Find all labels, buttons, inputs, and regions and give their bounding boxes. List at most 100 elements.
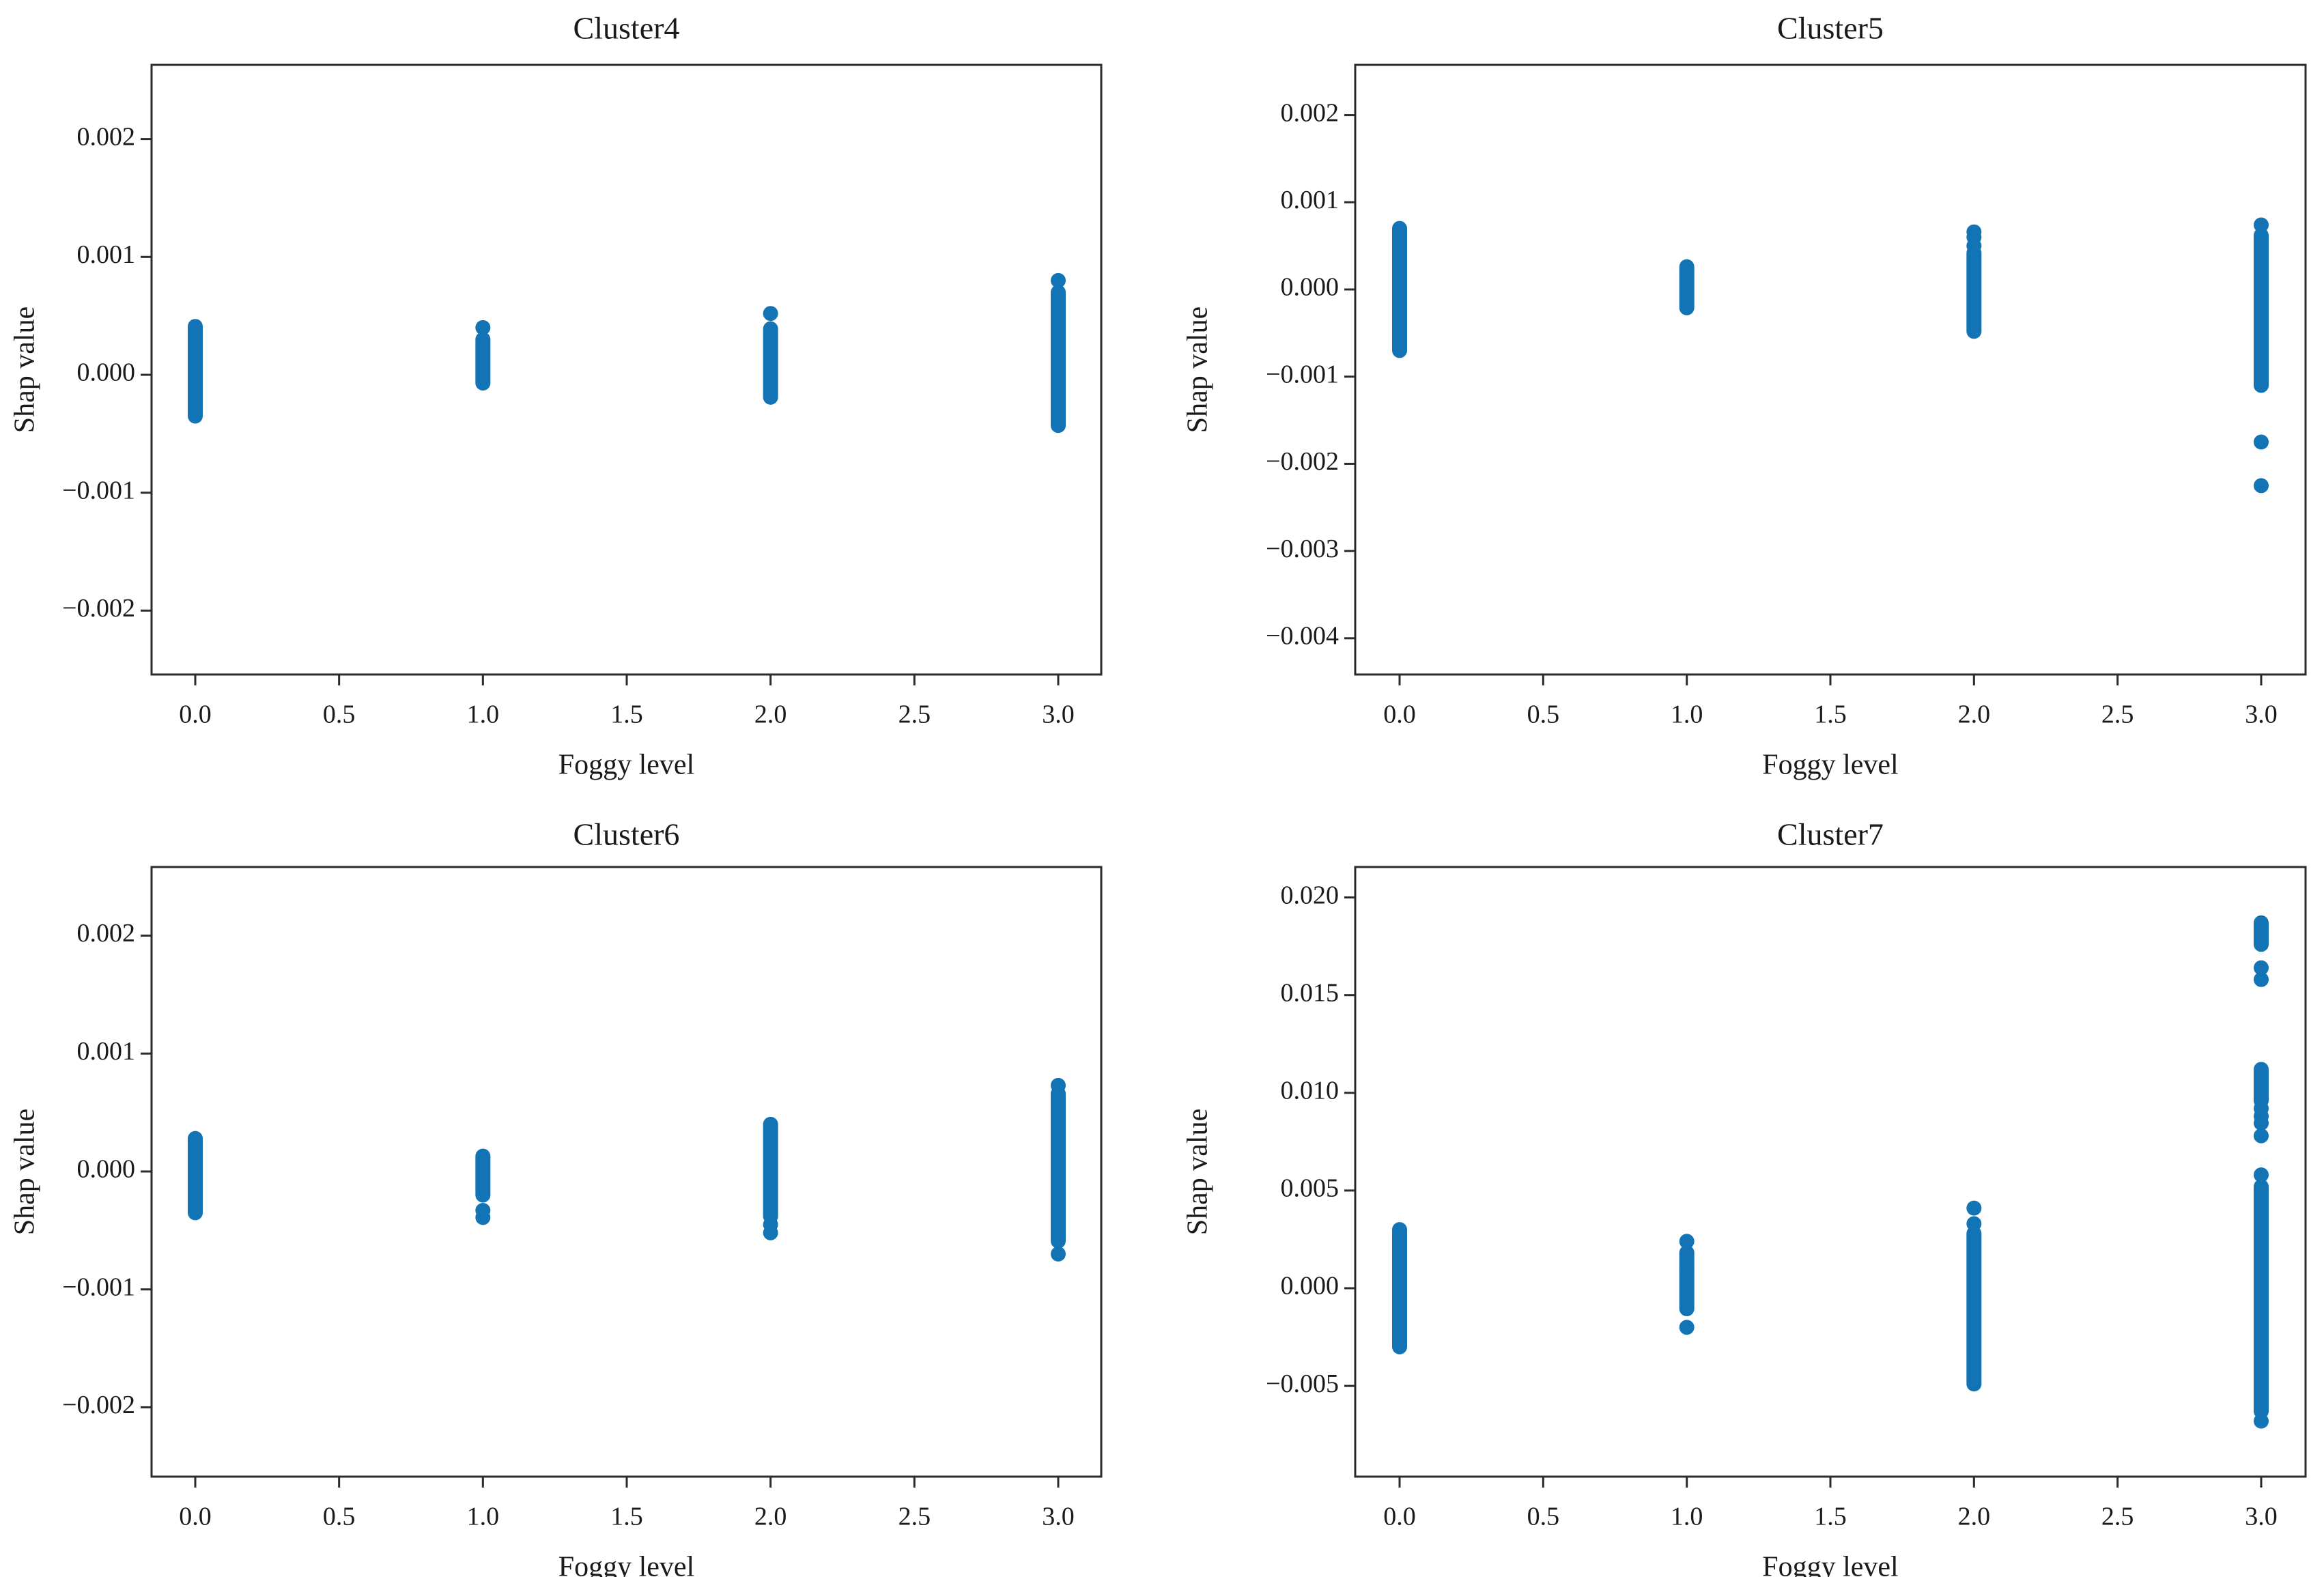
chart-title: Cluster7 — [1777, 817, 1884, 852]
cluster6-chart: 0.0 0.5 1.0 1.5 2.0 2.5 3.0 0.002 0.001 0.000 −0.0… — [10, 817, 1103, 1577]
y-axis-label: Shap value — [10, 307, 41, 433]
scatter-strip — [188, 1131, 203, 1221]
scatter-point — [763, 1225, 778, 1240]
y-tick-label: −0.004 — [1266, 622, 1339, 651]
scatter-point — [1966, 1200, 1982, 1216]
plot-frame — [1354, 866, 2307, 1478]
scatter-strip — [2254, 227, 2269, 393]
y-tick-label: 0.005 — [1281, 1174, 1340, 1203]
scatter-point — [2254, 1128, 2269, 1143]
x-tick-label: 0.0 — [1383, 1503, 1416, 1531]
x-tick-label: 0.0 — [179, 700, 212, 729]
scatter-strip — [1392, 221, 1407, 358]
x-tick-label: 2.0 — [1958, 700, 1991, 729]
scatter-strip — [1051, 1085, 1066, 1249]
x-tick-label: 2.5 — [2101, 700, 2134, 729]
y-axis-label: Shap value — [1182, 307, 1214, 433]
x-axis-label: Foggy level — [1762, 750, 1898, 781]
x-tick-label: 2.0 — [754, 700, 787, 729]
scatter-point — [1051, 272, 1066, 288]
x-tick-label: 2.5 — [898, 1503, 931, 1531]
scatter-point — [2254, 478, 2269, 494]
y-tick-label: 0.002 — [77, 122, 136, 151]
x-tick-label: 1.5 — [610, 1503, 643, 1531]
x-tick-label: 0.0 — [179, 1503, 212, 1531]
y-tick-label: −0.001 — [62, 1273, 135, 1301]
plot-frame — [150, 866, 1103, 1478]
x-tick-label: 1.5 — [1814, 1503, 1847, 1531]
scatter-point — [2254, 217, 2269, 233]
x-tick-label: 3.0 — [1042, 1503, 1075, 1531]
scatter-strip — [1392, 1222, 1407, 1354]
scatter-strip — [2254, 1179, 2269, 1419]
scatter-point — [1966, 224, 1982, 240]
scatter-strip — [1679, 1245, 1695, 1279]
y-tick-label: −0.002 — [62, 1391, 135, 1419]
x-tick-label: 1.0 — [467, 700, 500, 729]
scatter-point — [475, 1210, 491, 1225]
scatter-strip — [1051, 285, 1066, 434]
chart-title: Cluster6 — [573, 817, 680, 852]
cluster4-chart: 0.0 0.5 1.0 1.5 2.0 2.5 3.0 0.002 0.001 0.000 −0.0… — [10, 11, 1103, 781]
scatter-point — [2254, 1413, 2269, 1429]
y-tick-label: 0.001 — [77, 240, 136, 269]
scatter-strip — [188, 319, 203, 424]
x-tick-label: 0.5 — [323, 700, 356, 729]
y-tick-label: 0.002 — [77, 919, 136, 948]
x-tick-label: 0.5 — [1527, 700, 1560, 729]
x-axis-label: Foggy level — [558, 750, 694, 781]
x-tick-label: 0.5 — [323, 1503, 356, 1531]
y-tick-label: −0.003 — [1266, 535, 1339, 563]
y-tick-label: 0.000 — [1281, 273, 1340, 302]
x-tick-label: 1.5 — [1814, 700, 1847, 729]
scatter-strip — [2254, 1062, 2269, 1109]
scatter-strip — [475, 332, 491, 391]
x-tick-label: 1.0 — [1671, 1503, 1703, 1531]
y-tick-label: 0.002 — [1281, 98, 1340, 127]
scatter-point — [763, 306, 778, 322]
cluster7-chart: 0.0 0.5 1.0 1.5 2.0 2.5 3.0 0.020 0.015 0.010 0.00… — [1182, 817, 2307, 1577]
scatter-point — [2254, 434, 2269, 450]
x-tick-label: 1.5 — [610, 700, 643, 729]
x-tick-label: 3.0 — [2245, 1503, 2278, 1531]
y-tick-label: −0.002 — [1266, 447, 1339, 476]
subplot-cluster7: 0.0 0.5 1.0 1.5 2.0 2.5 3.0 0.020 0.015 0.010 0.00… — [1162, 788, 2324, 1577]
scatter-point — [475, 319, 491, 335]
x-axis-label: Foggy level — [558, 1552, 694, 1577]
scatter-strip — [763, 1116, 778, 1224]
y-tick-label: −0.001 — [1266, 360, 1339, 388]
y-tick-label: 0.001 — [77, 1037, 136, 1066]
scatter-point — [2254, 1100, 2269, 1116]
y-tick-label: 0.001 — [1281, 186, 1340, 214]
scatter-strip — [2254, 915, 2269, 952]
chart-title: Cluster4 — [573, 11, 680, 46]
y-tick-label: 0.015 — [1281, 978, 1340, 1007]
x-tick-label: 3.0 — [1042, 700, 1075, 729]
x-tick-label: 2.0 — [1958, 1503, 1991, 1531]
scatter-strip — [1679, 1264, 1695, 1317]
scatter-point — [2254, 1167, 2269, 1182]
plot-frame — [150, 63, 1103, 676]
y-tick-label: 0.010 — [1281, 1077, 1340, 1105]
chart-title: Cluster5 — [1777, 11, 1884, 46]
x-tick-label: 0.5 — [1527, 1503, 1560, 1531]
x-tick-label: 1.0 — [467, 1503, 500, 1531]
y-tick-label: 0.000 — [77, 1155, 136, 1184]
y-tick-label: 0.000 — [1281, 1272, 1340, 1301]
scatter-point — [2254, 960, 2269, 976]
x-tick-label: 2.0 — [754, 1503, 787, 1531]
x-tick-label: 0.0 — [1383, 700, 1416, 729]
scatter-point — [1966, 1216, 1982, 1232]
x-tick-label: 2.5 — [2101, 1503, 2134, 1531]
scatter-strip — [1679, 259, 1695, 315]
y-tick-label: −0.002 — [62, 594, 135, 623]
y-tick-label: 0.000 — [77, 358, 136, 387]
scatter-strip — [763, 321, 778, 405]
cluster5-chart: 0.0 0.5 1.0 1.5 2.0 2.5 3.0 0.002 0.001 0.000 −0.0… — [1182, 11, 2307, 781]
y-tick-label: −0.005 — [1266, 1369, 1339, 1398]
scatter-strip — [1966, 1225, 1982, 1392]
scatter-point — [1679, 1320, 1695, 1335]
plot-frame — [1354, 63, 2307, 676]
y-axis-label: Shap value — [10, 1109, 41, 1235]
